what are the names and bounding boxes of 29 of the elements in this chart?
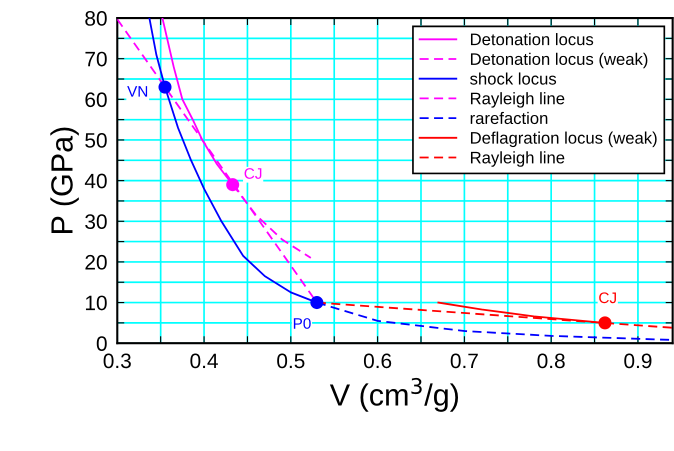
y-tick-label: 10 (86, 296, 107, 310)
annotation: CJ (244, 168, 262, 179)
y-tick-label: 40 (84, 174, 107, 188)
x-tick-label: 0.4 (190, 353, 218, 368)
y-tick-label: 20 (85, 254, 107, 270)
legend-label: rarefaction (470, 112, 548, 124)
x-tick-label: 0.9 (624, 353, 652, 368)
legend-label: Detonation locus (470, 33, 594, 46)
legend-label: Rayleigh line (470, 92, 564, 108)
annotation: VN (127, 86, 148, 97)
y-tick-label: 0 (96, 336, 107, 351)
x-tick-label: 0.3 (104, 353, 131, 368)
legend-label: Detonation locus (weak) (470, 52, 648, 68)
legend-label: shock locus (470, 72, 556, 85)
y-tick-label: 60 (85, 92, 107, 108)
y-tick-label: 80 (85, 11, 107, 26)
y-tick-label: 30 (85, 214, 107, 230)
x-axis-title: V (cm$^{3}$/g) (330, 378, 458, 412)
legend-label: Rayleigh line (470, 151, 564, 167)
annotation: CJ (599, 292, 616, 304)
x-tick-label: 0.7 (450, 353, 478, 368)
x-tick-label: 0.6 (364, 353, 392, 368)
y-tick-label: 70 (85, 52, 107, 66)
x-tick-label: 0.5 (277, 353, 304, 368)
y-axis-title: P (GPa) (50, 128, 79, 234)
annotation: P0 (294, 318, 311, 329)
legend-label: Deflagration locus (weak) (470, 132, 657, 148)
y-tick-label: 50 (85, 132, 107, 148)
x-tick-label: 0.8 (538, 353, 565, 368)
